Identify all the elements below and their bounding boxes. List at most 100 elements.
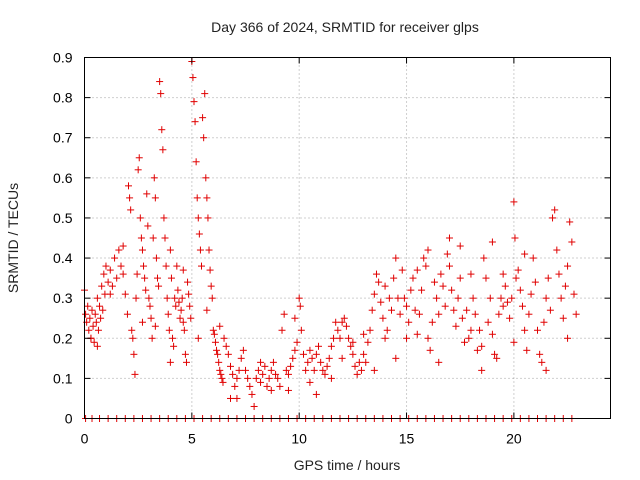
data-point (568, 238, 576, 246)
y-tick-label: 0.5 (53, 210, 73, 226)
data-point (484, 318, 492, 326)
data-point (437, 270, 445, 278)
y-tick-label: 0.6 (53, 170, 73, 186)
data-points (81, 58, 580, 422)
data-point (191, 118, 199, 126)
data-point (458, 314, 466, 322)
data-point (471, 310, 479, 318)
data-point (190, 98, 198, 106)
data-point (428, 318, 436, 326)
data-point (506, 314, 514, 322)
data-point (99, 306, 107, 314)
data-point (291, 314, 299, 322)
data-point (413, 330, 421, 338)
data-point (187, 314, 195, 322)
data-point (127, 206, 135, 214)
data-point (297, 326, 305, 334)
data-point (194, 334, 202, 342)
data-point (564, 262, 572, 270)
data-point (133, 270, 141, 278)
data-point (160, 214, 168, 222)
data-point (217, 370, 225, 378)
y-tick-label: 0.4 (53, 250, 73, 266)
data-point (409, 274, 417, 282)
data-point (82, 310, 90, 318)
data-point (531, 278, 539, 286)
data-point (272, 370, 280, 378)
plot-frame (84, 57, 611, 419)
data-point (173, 262, 181, 270)
data-point (312, 350, 320, 358)
data-point (172, 302, 180, 310)
data-point (392, 254, 400, 262)
data-point (514, 266, 522, 274)
data-point (121, 290, 129, 298)
data-point (372, 270, 380, 278)
data-point (233, 394, 241, 402)
data-point (229, 370, 237, 378)
data-point (572, 310, 580, 318)
data-point (215, 358, 223, 366)
data-point (355, 358, 363, 366)
data-point (111, 254, 119, 262)
data-point (312, 390, 320, 398)
data-point (377, 298, 385, 306)
data-point (394, 294, 402, 302)
data-point (146, 302, 154, 310)
data-point (257, 378, 265, 386)
data-point (166, 358, 174, 366)
data-point (542, 294, 550, 302)
data-point (473, 346, 481, 354)
data-point (274, 374, 282, 382)
data-point (171, 294, 179, 302)
data-point (482, 274, 490, 282)
data-point (161, 234, 169, 242)
data-point (257, 358, 265, 366)
data-point (381, 334, 389, 342)
data-point (291, 346, 299, 354)
data-point (448, 286, 456, 294)
data-point (153, 274, 161, 282)
data-point (142, 286, 150, 294)
data-point (151, 322, 159, 330)
data-point (413, 266, 421, 274)
data-point (193, 194, 201, 202)
data-point (113, 274, 121, 282)
data-point (338, 318, 346, 326)
data-point (435, 310, 443, 318)
data-point (152, 254, 160, 262)
data-point (93, 294, 101, 302)
data-point (306, 378, 314, 386)
data-point (299, 350, 307, 358)
data-point (403, 334, 411, 342)
y-tick-label: 0.3 (53, 290, 73, 306)
data-point (213, 346, 221, 354)
data-point (231, 382, 239, 390)
data-point (495, 310, 503, 318)
data-point (178, 294, 186, 302)
data-point (512, 274, 520, 282)
data-point (564, 334, 572, 342)
data-point (396, 310, 404, 318)
data-point (536, 350, 544, 358)
data-point (383, 326, 391, 334)
data-point (321, 370, 329, 378)
data-point (224, 350, 232, 358)
data-point (304, 358, 312, 366)
data-point (145, 294, 153, 302)
data-point (135, 154, 143, 162)
data-point (180, 326, 188, 334)
data-point (342, 322, 350, 330)
data-point (97, 314, 105, 322)
data-point (370, 366, 378, 374)
data-point (327, 342, 335, 350)
data-point (206, 266, 214, 274)
data-point (218, 374, 226, 382)
data-point (452, 322, 460, 330)
data-point (106, 266, 114, 274)
data-point (179, 318, 187, 326)
data-point (194, 214, 202, 222)
data-point (205, 246, 213, 254)
data-point (546, 306, 554, 314)
